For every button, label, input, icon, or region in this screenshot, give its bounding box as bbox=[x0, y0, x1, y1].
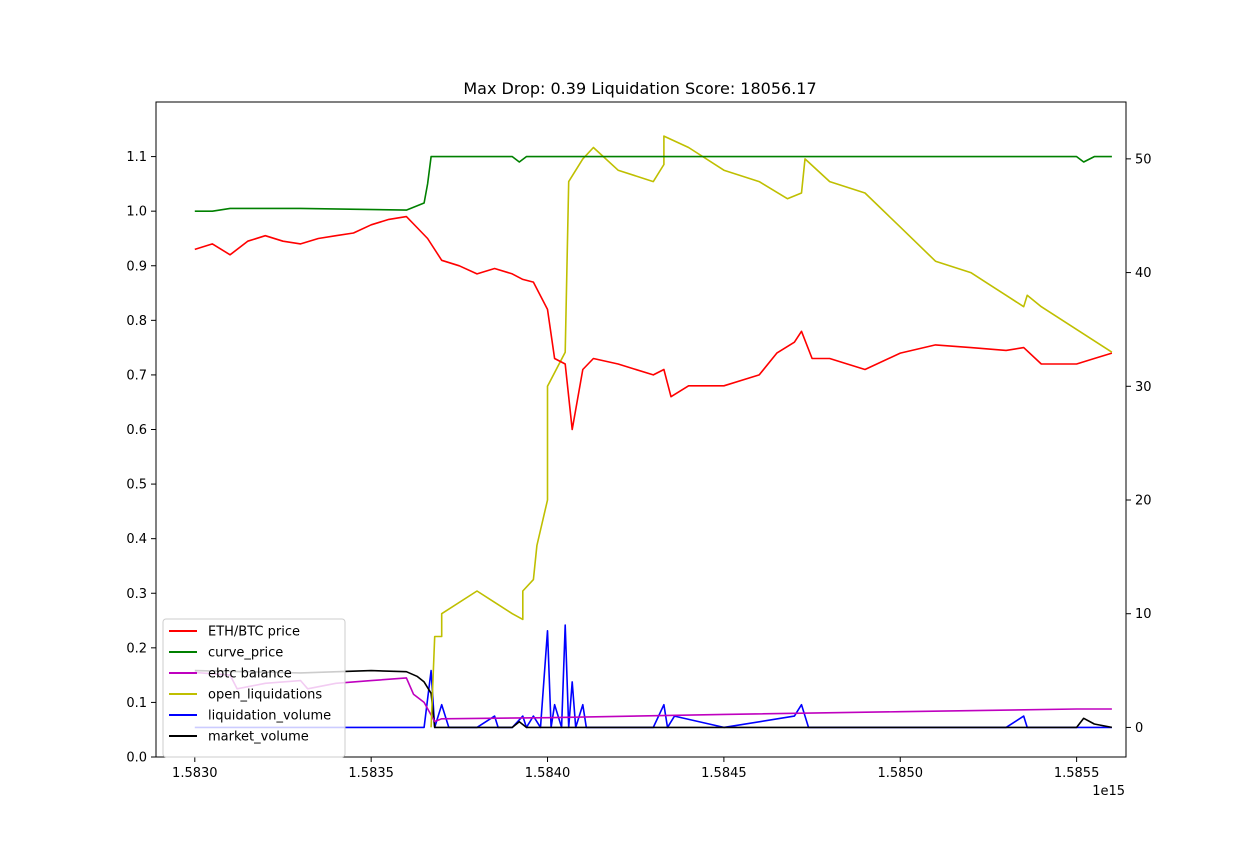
series-line-open-liquidations bbox=[430, 135, 1113, 728]
y-right-tick-label: 30 bbox=[1135, 380, 1152, 395]
legend-label: market_volume bbox=[208, 730, 309, 745]
legend-label: curve_price bbox=[208, 646, 283, 661]
y-right-tick-label: 40 bbox=[1135, 266, 1152, 281]
x-tick-label: 1.5840 bbox=[525, 766, 571, 781]
y-left-tick-label: 0.3 bbox=[126, 587, 147, 602]
series-line-curve-price bbox=[194, 155, 1112, 212]
x-tick-label: 1.5855 bbox=[1054, 766, 1100, 781]
x-tick-label: 1.5835 bbox=[348, 766, 394, 781]
y-left-tick-label: 0.5 bbox=[126, 478, 147, 493]
x-tick-label: 1.5850 bbox=[878, 766, 924, 781]
x-offset-label: 1e15 bbox=[1092, 784, 1125, 799]
y-left-tick-label: 0.8 bbox=[126, 314, 147, 329]
y-right-tick-label: 50 bbox=[1135, 152, 1152, 167]
series-line-eth-btc-price bbox=[194, 215, 1113, 431]
x-tick-label: 1.5830 bbox=[172, 766, 218, 781]
y-right-tick-label: 0 bbox=[1135, 721, 1143, 736]
y-left-tick-label: 0.7 bbox=[126, 368, 147, 383]
series-line-market-volume bbox=[194, 669, 1113, 729]
y-left-tick-label: 0.6 bbox=[126, 423, 147, 438]
legend-label: open_liquidations bbox=[208, 688, 322, 703]
y-left-tick-label: 0.1 bbox=[126, 696, 147, 711]
x-axis: 1.5830 1.5835 1.5840 1.5845 1.5850 1.5855 bbox=[172, 757, 1099, 781]
chart-title: Max Drop: 0.39 Liquidation Score: 18056.… bbox=[463, 79, 816, 98]
y-left-tick-label: 1.0 bbox=[126, 205, 147, 220]
legend-label: ebtc balance bbox=[208, 667, 292, 682]
x-tick-label: 1.5845 bbox=[701, 766, 747, 781]
legend-label: liquidation_volume bbox=[208, 709, 331, 724]
y-left-tick-label: 0.0 bbox=[126, 751, 147, 766]
y-right-tick-label: 10 bbox=[1135, 607, 1152, 622]
legend-box bbox=[162, 618, 346, 758]
y-left-tick-label: 0.2 bbox=[126, 641, 147, 656]
y-left-tick-label: 0.9 bbox=[126, 259, 147, 274]
y-left-tick-label: 0.4 bbox=[126, 532, 147, 547]
legend-label: ETH/BTC price bbox=[208, 625, 300, 640]
y-left-tick-label: 1.1 bbox=[126, 150, 147, 165]
y-axis-left: 0.0 0.1 0.2 0.3 0.4 0.5 0.6 0.7 0.8 0.9 1.0 1.1 bbox=[126, 150, 156, 766]
y-axis-right: 0 10 20 30 40 50 bbox=[1126, 152, 1152, 736]
y-right-tick-label: 20 bbox=[1135, 494, 1152, 509]
